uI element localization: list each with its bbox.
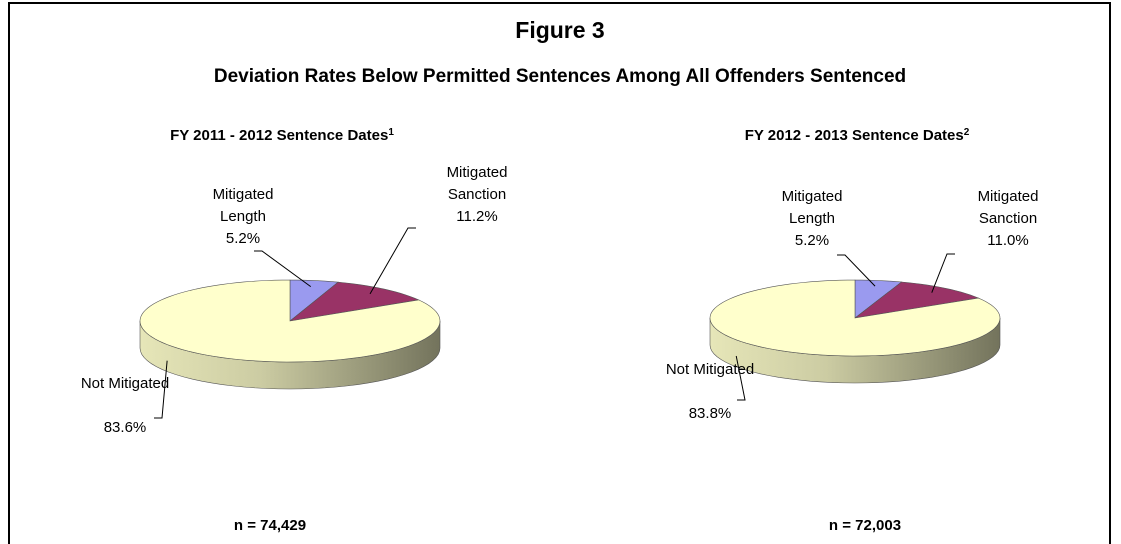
- slice-category: Not Mitigated: [665, 361, 755, 378]
- leader-line: [154, 360, 168, 419]
- slice-category: Mitigated Length: [212, 186, 274, 225]
- sample-size: n = 72,003: [829, 517, 901, 534]
- pie-slice: [709, 279, 1001, 357]
- slice-category: Mitigated Sanction: [446, 164, 508, 203]
- slice-value: 11.2%: [456, 208, 498, 225]
- chart-title: FY 2011 - 2012 Sentence Dates1: [170, 127, 394, 145]
- slice-value: 11.0%: [987, 232, 1029, 249]
- slice-value: 83.6%: [103, 419, 147, 436]
- slice-category: Mitigated Sanction: [977, 188, 1039, 227]
- pie-slice: [854, 279, 903, 319]
- leader-line: [735, 355, 746, 401]
- leader-line: [837, 254, 876, 287]
- slice-value: 5.2%: [794, 232, 830, 249]
- leader-line: [254, 250, 312, 288]
- chart-title: FY 2012 - 2013 Sentence Dates2: [745, 127, 970, 145]
- sample-size: n = 74,429: [234, 517, 306, 534]
- pie-slice: [288, 281, 420, 322]
- slice-value: 83.8%: [688, 405, 732, 422]
- slice-category: Mitigated Length: [781, 188, 843, 227]
- chart-title-text: FY 2011 - 2012 Sentence Dates: [170, 127, 388, 144]
- slice-category: Not Mitigated: [80, 375, 170, 392]
- title-note: 2: [964, 127, 970, 138]
- slice-value: 5.2%: [225, 230, 261, 247]
- figure-title: Figure 3: [515, 17, 604, 43]
- pie-slice: [854, 281, 980, 319]
- leader-line: [369, 227, 416, 295]
- frame: [8, 2, 1111, 544]
- leader-line: [931, 253, 955, 293]
- pie-slice: [289, 279, 339, 322]
- chart-title-text: FY 2012 - 2013 Sentence Dates: [745, 127, 964, 144]
- figure-subtitle: Deviation Rates Below Permitted Sentence…: [214, 66, 906, 87]
- pie-slice: [139, 279, 441, 363]
- title-note: 1: [388, 127, 394, 138]
